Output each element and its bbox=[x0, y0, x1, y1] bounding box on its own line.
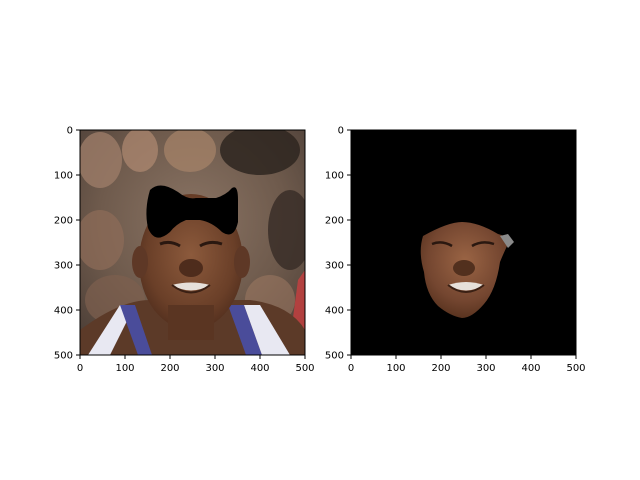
y-tick-label: 400 bbox=[54, 306, 73, 317]
x-tick-label: 0 bbox=[348, 363, 354, 374]
y-tick-label: 0 bbox=[338, 126, 344, 137]
y-tick-label: 300 bbox=[54, 261, 73, 272]
y-tick-label: 100 bbox=[325, 171, 344, 182]
left-image bbox=[80, 130, 305, 355]
x-tick-label: 400 bbox=[521, 363, 540, 374]
x-tick-label: 100 bbox=[386, 363, 405, 374]
x-tick-label: 300 bbox=[205, 363, 224, 374]
y-tick-label: 0 bbox=[67, 126, 73, 137]
y-tick-label: 500 bbox=[325, 351, 344, 362]
y-tick-label: 500 bbox=[54, 351, 73, 362]
right-axes bbox=[350, 129, 577, 356]
left-axes bbox=[79, 129, 306, 356]
x-tick-label: 200 bbox=[160, 363, 179, 374]
y-tick-label: 200 bbox=[54, 216, 73, 227]
y-tick-label: 300 bbox=[325, 261, 344, 272]
x-tick-label: 300 bbox=[476, 363, 495, 374]
y-tick-label: 200 bbox=[325, 216, 344, 227]
x-tick-label: 500 bbox=[566, 363, 585, 374]
x-tick-label: 500 bbox=[295, 363, 314, 374]
left-ticks: 0 100 200 300 400 500 0 100 200 300 400 500 bbox=[54, 126, 315, 375]
y-tick-label: 400 bbox=[325, 306, 344, 317]
x-tick-label: 200 bbox=[431, 363, 450, 374]
x-tick-label: 400 bbox=[250, 363, 269, 374]
x-tick-label: 100 bbox=[115, 363, 134, 374]
x-tick-label: 0 bbox=[77, 363, 83, 374]
right-ticks: 0 100 200 300 400 500 0 100 200 300 400 500 bbox=[325, 126, 586, 375]
y-tick-label: 100 bbox=[54, 171, 73, 182]
right-image bbox=[351, 130, 576, 355]
